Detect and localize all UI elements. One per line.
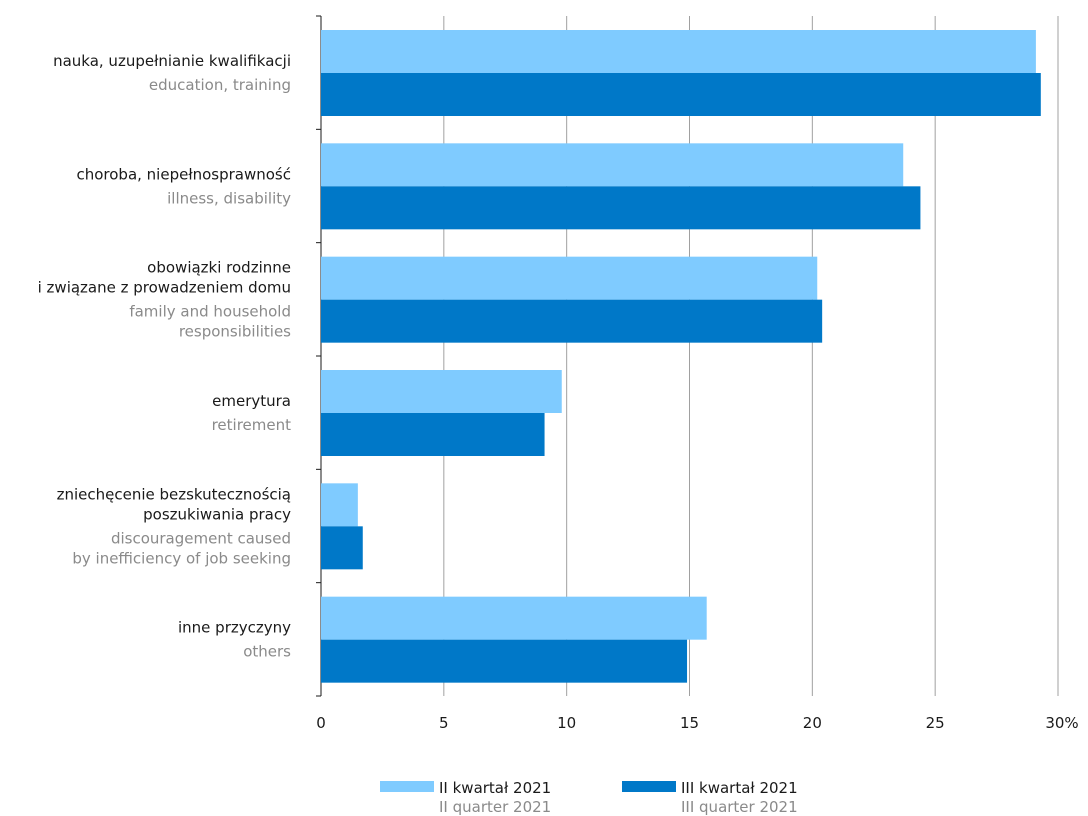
bar-q3-2021: [321, 73, 1041, 116]
category-label-en: family and household: [129, 303, 291, 321]
category-label-pl: poszukiwania pracy: [143, 505, 291, 523]
x-tick-label: 5: [439, 714, 449, 732]
category-label-en: by inefficiency of job seeking: [72, 549, 291, 567]
category-label-en: responsibilities: [179, 323, 291, 341]
bar-q2-2021: [321, 143, 904, 187]
category-label-en: discouragement caused: [111, 529, 291, 547]
bar-q3-2021: [321, 526, 363, 570]
x-tick-label: 30%: [1045, 714, 1078, 732]
legend-label-en: II quarter 2021: [439, 798, 551, 816]
category-label-en: retirement: [212, 416, 292, 434]
x-tick-label: 25: [926, 714, 945, 732]
bar-q3-2021: [321, 413, 545, 456]
category-label-pl: i związane z prowadzeniem domu: [38, 279, 291, 297]
legend-swatch-q3: [622, 781, 676, 792]
bar-q3-2021: [321, 186, 921, 230]
category-label-pl: nauka, uzupełnianie kwalifikacji: [53, 52, 291, 70]
legend-label-pl: II kwartał 2021: [439, 779, 551, 797]
bar-q2-2021: [321, 370, 562, 413]
x-tick-label: 0: [316, 714, 326, 732]
bar-q2-2021: [321, 483, 358, 527]
category-label-en: others: [243, 643, 291, 661]
category-label-en: education, training: [149, 76, 291, 94]
x-tick-label: 10: [557, 714, 576, 732]
category-label-pl: emerytura: [212, 392, 291, 410]
category-label-en: illness, disability: [167, 189, 291, 207]
category-label-pl: zniechęcenie bezskutecznością: [57, 485, 291, 503]
bar-q2-2021: [321, 256, 818, 300]
legend-label-pl: III kwartał 2021: [681, 779, 798, 797]
category-label-pl: inne przyczyny: [178, 619, 291, 637]
bar-q3-2021: [321, 299, 823, 343]
category-label-pl: obowiązki rodzinne: [147, 259, 291, 277]
legend-swatch-q2: [380, 781, 434, 792]
bar-q2-2021: [321, 596, 707, 640]
bar-q2-2021: [321, 30, 1036, 73]
category-label-pl: choroba, niepełnosprawność: [76, 165, 291, 183]
x-tick-label: 20: [803, 714, 822, 732]
x-tick-label: 15: [680, 714, 699, 732]
legend-label-en: III quarter 2021: [681, 798, 798, 816]
bar-q3-2021: [321, 639, 688, 683]
